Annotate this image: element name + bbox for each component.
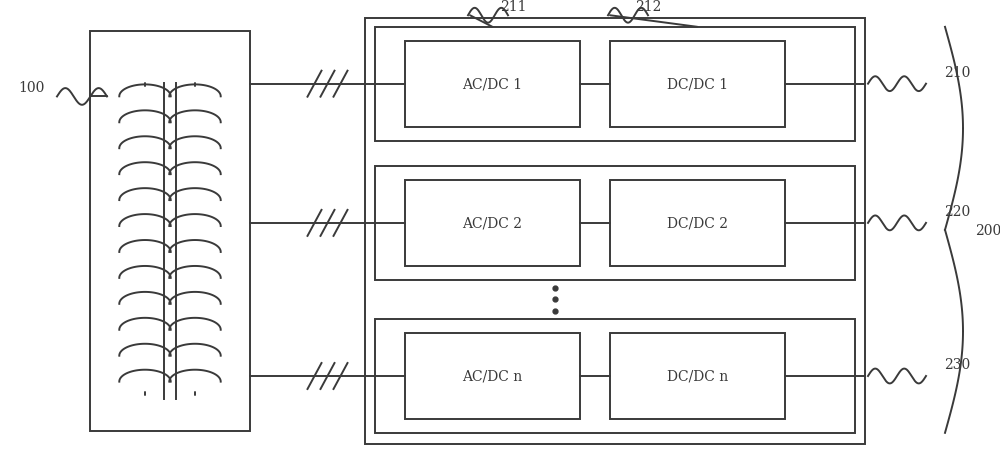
Bar — [375, 319, 855, 433]
Text: 210: 210 — [944, 66, 970, 80]
Text: 100: 100 — [19, 81, 45, 95]
Bar — [90, 32, 250, 431]
Bar — [405, 42, 580, 127]
Bar — [610, 42, 785, 127]
Text: 220: 220 — [944, 205, 970, 219]
Bar — [405, 333, 580, 419]
Bar — [375, 167, 855, 280]
Text: AC/DC n: AC/DC n — [462, 369, 523, 383]
Text: 200: 200 — [975, 223, 1000, 238]
Bar — [405, 181, 580, 266]
Text: DC/DC 2: DC/DC 2 — [667, 216, 728, 231]
Text: 212: 212 — [635, 0, 661, 14]
Text: DC/DC n: DC/DC n — [667, 369, 728, 383]
Bar — [365, 19, 865, 444]
Text: AC/DC 2: AC/DC 2 — [463, 216, 522, 231]
Text: DC/DC 1: DC/DC 1 — [667, 77, 728, 92]
Text: 211: 211 — [500, 0, 526, 14]
Text: 230: 230 — [944, 357, 970, 372]
Bar — [375, 28, 855, 141]
Text: AC/DC 1: AC/DC 1 — [462, 77, 523, 92]
Bar — [610, 181, 785, 266]
Bar — [610, 333, 785, 419]
